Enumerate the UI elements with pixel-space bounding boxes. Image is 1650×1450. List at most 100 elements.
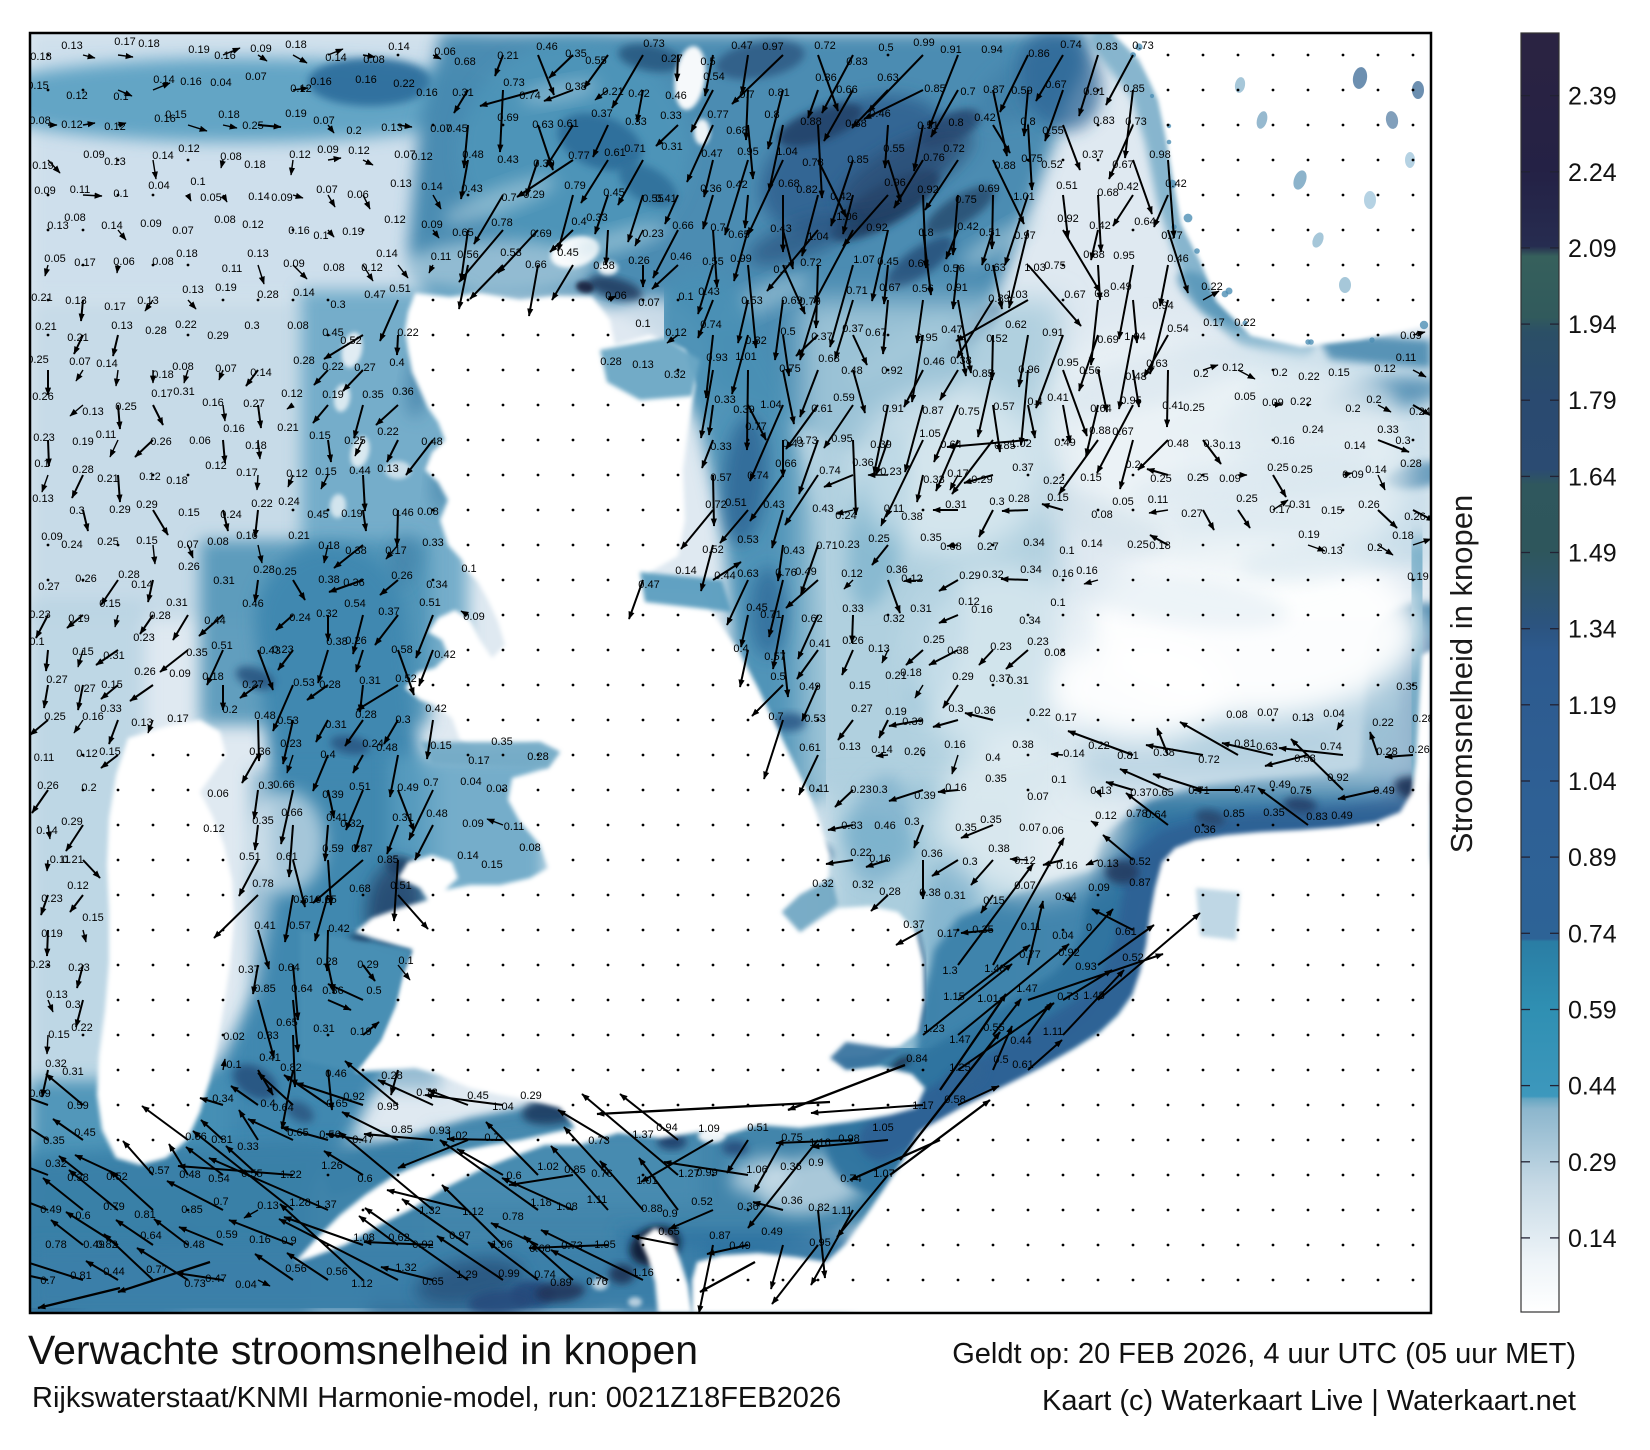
svg-text:0.22: 0.22 [397,327,418,339]
svg-text:0.21: 0.21 [885,670,906,682]
svg-text:0.27: 0.27 [354,362,375,374]
svg-text:0.08: 0.08 [214,214,235,226]
svg-text:0.26: 0.26 [178,561,199,573]
svg-text:0.49: 0.49 [1054,437,1075,449]
svg-text:0.11: 0.11 [50,854,71,866]
svg-text:0.52: 0.52 [1041,159,1062,171]
svg-text:0.95: 0.95 [831,433,852,445]
svg-text:0.94: 0.94 [981,44,1002,56]
svg-text:0.31: 0.31 [103,650,124,662]
svg-text:0.95: 0.95 [1113,250,1134,262]
svg-text:0.91: 0.91 [1083,86,1104,98]
svg-text:0.44: 0.44 [1568,1073,1617,1101]
svg-text:Kaart (c) Waterkaart Live | Wa: Kaart (c) Waterkaart Live | Waterkaart.n… [1042,1385,1576,1417]
svg-text:0.24: 0.24 [362,738,383,750]
svg-text:0.75: 0.75 [1021,153,1042,165]
svg-text:0.28: 0.28 [253,564,274,576]
svg-text:0.35: 0.35 [1396,681,1417,693]
svg-text:0.13: 0.13 [1219,440,1240,452]
svg-text:0.16: 0.16 [214,50,235,62]
svg-text:0.3: 0.3 [330,299,345,311]
svg-text:0.7: 0.7 [213,1196,228,1208]
svg-text:0.14: 0.14 [1063,748,1084,760]
svg-text:0.12: 0.12 [281,388,302,400]
svg-text:0.29: 0.29 [1568,1149,1617,1177]
svg-text:0.19: 0.19 [350,1026,371,1038]
svg-text:2.24: 2.24 [1568,159,1617,187]
svg-text:0.25: 0.25 [1187,472,1208,484]
svg-text:0.38: 0.38 [326,636,347,648]
svg-text:0.05: 0.05 [200,192,221,204]
svg-text:0.28: 0.28 [879,886,900,898]
svg-text:0.74: 0.74 [1320,741,1341,753]
svg-text:0.16: 0.16 [416,87,437,99]
svg-text:0.82: 0.82 [808,1202,829,1214]
svg-text:1.12: 1.12 [351,1278,372,1290]
svg-text:0.09: 0.09 [317,144,338,156]
svg-text:0.16: 0.16 [355,74,376,86]
svg-text:0.25: 0.25 [1150,473,1171,485]
svg-text:0.09: 0.09 [463,611,484,623]
svg-text:0.8: 0.8 [948,117,963,129]
svg-text:0.46: 0.46 [670,251,691,263]
svg-text:0.66: 0.66 [672,220,693,232]
svg-text:0.18: 0.18 [218,109,239,121]
svg-text:0.08: 0.08 [220,151,241,163]
svg-text:0.26: 0.26 [32,391,53,403]
svg-text:0.32: 0.32 [852,879,873,891]
svg-text:0.85: 0.85 [377,854,398,866]
svg-text:0.22: 0.22 [1372,717,1393,729]
svg-text:0.64: 0.64 [140,1230,161,1242]
svg-text:0.38: 0.38 [901,511,922,523]
svg-text:0.78: 0.78 [252,878,273,890]
svg-text:0.74: 0.74 [1568,920,1617,948]
svg-text:0.85: 0.85 [924,83,945,95]
svg-text:0.14: 0.14 [325,52,346,64]
svg-text:0.13: 0.13 [1292,712,1313,724]
svg-text:0.62: 0.62 [1005,319,1026,331]
svg-text:0.97: 0.97 [449,1230,470,1242]
svg-text:0.18: 0.18 [152,369,173,381]
svg-text:0.12: 0.12 [139,471,160,483]
svg-text:0.26: 0.26 [37,780,58,792]
svg-text:0.2: 0.2 [1367,542,1382,554]
svg-text:0.75: 0.75 [1044,260,1065,272]
svg-text:0.58: 0.58 [593,260,614,272]
svg-text:0.13: 0.13 [104,156,125,168]
svg-text:1.64: 1.64 [1568,463,1617,491]
svg-text:0.59: 0.59 [322,843,343,855]
svg-text:0.17: 0.17 [74,257,95,269]
svg-text:1.23: 1.23 [923,1023,944,1035]
svg-text:0.51: 0.51 [389,283,410,295]
svg-text:0.12: 0.12 [205,460,226,472]
svg-text:0.35: 0.35 [43,1135,64,1147]
svg-text:0.37: 0.37 [1082,149,1103,161]
svg-text:0.09: 0.09 [421,219,442,231]
svg-text:0.27: 0.27 [38,581,59,593]
svg-text:0.54: 0.54 [703,71,724,83]
svg-text:0.36: 0.36 [781,1195,802,1207]
svg-text:0.14: 0.14 [250,367,271,379]
svg-text:0.16: 0.16 [236,530,257,542]
svg-text:0.73: 0.73 [643,38,664,50]
svg-text:0.68: 0.68 [778,178,799,190]
svg-text:1.04: 1.04 [760,399,781,411]
svg-text:0.76: 0.76 [923,152,944,164]
svg-text:0.11: 0.11 [222,263,243,275]
svg-text:0.33: 0.33 [625,116,646,128]
svg-text:0.13: 0.13 [61,40,82,52]
svg-text:0.12: 0.12 [1374,363,1395,375]
svg-text:0.24: 0.24 [61,539,82,551]
svg-text:0.69: 0.69 [530,228,551,240]
svg-text:0.14: 0.14 [293,287,314,299]
svg-text:0.7: 0.7 [768,711,783,723]
svg-text:0.08: 0.08 [64,212,85,224]
svg-text:0.29: 0.29 [520,1090,541,1102]
svg-text:0.1: 0.1 [1050,597,1065,609]
svg-text:0.26: 0.26 [391,570,412,582]
svg-text:0.36: 0.36 [886,564,907,576]
svg-text:0.82: 0.82 [796,184,817,196]
svg-text:0.16: 0.16 [288,225,309,237]
svg-text:0.72: 0.72 [800,257,821,269]
svg-text:0.09: 0.09 [462,818,483,830]
